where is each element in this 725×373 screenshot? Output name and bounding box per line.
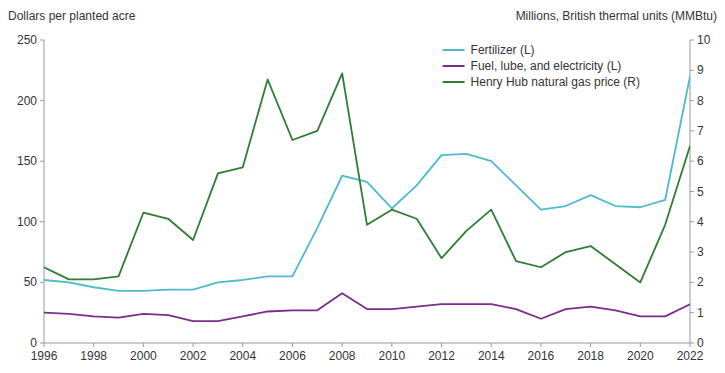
chart-container: 1996199820002002200420062008201020122014… [0,0,725,373]
y2-tick-label: 4 [697,215,704,229]
y2-tick [690,343,694,344]
x-tick [342,343,343,347]
x-tick [292,343,293,347]
x-tick-label: 2016 [528,349,555,363]
x-tick-label: 1998 [80,349,107,363]
legend-swatch [443,81,465,83]
chart: 1996199820002002200420062008201020122014… [0,0,725,373]
x-tick [441,343,442,347]
y2-tick [690,252,694,253]
x-tick [44,343,45,347]
y2-tick [690,312,694,313]
legend-label: Fertilizer (L) [471,43,535,57]
y2-tick-label: 6 [697,154,704,168]
x-tick [93,343,94,347]
legend-swatch [443,49,465,51]
y-tick-label: 250 [17,33,37,47]
x-tick-label: 2000 [130,349,157,363]
y-tick [40,161,44,162]
legend-label: Henry Hub natural gas price (R) [471,75,640,89]
x-tick [690,343,691,347]
y-tick-label: 150 [17,154,37,168]
y2-tick-label: 9 [697,63,704,77]
x-tick-label: 2004 [229,349,256,363]
series-line [44,73,690,282]
x-tick-label: 2010 [378,349,405,363]
y2-tick [690,70,694,71]
x-tick-label: 2002 [180,349,207,363]
y2-tick [690,282,694,283]
x-tick-label: 2018 [577,349,604,363]
x-tick [640,343,641,347]
x-tick [242,343,243,347]
y2-tick-label: 8 [697,94,704,108]
x-tick-label: 2012 [428,349,455,363]
y2-tick-label: 7 [697,124,704,138]
x-tick [540,343,541,347]
y2-tick [690,40,694,41]
x-axis-line [44,343,690,344]
legend: Fertilizer (L) Fuel, lube, and electricit… [443,43,640,89]
y2-tick-label: 10 [697,33,711,47]
x-tick [391,343,392,347]
y-tick-label: 200 [17,94,37,108]
y-axis-label: Dollars per planted acre [8,9,136,23]
x-tick [143,343,144,347]
y-tick-label: 50 [24,275,38,289]
y2-axis-label: Millions, British thermal units (MMBtu) [516,9,717,23]
x-tick-label: 2008 [329,349,356,363]
series-line [44,293,690,321]
y2-tick-label: 2 [697,275,704,289]
y-tick [40,100,44,101]
y2-tick-label: 3 [697,245,704,259]
y2-tick [690,191,694,192]
y2-tick [690,161,694,162]
y-tick-label: 0 [30,336,37,350]
y-tick [40,40,44,41]
y2-tick-label: 5 [697,185,704,199]
y2-tick [690,100,694,101]
x-tick-label: 2014 [478,349,505,363]
y2-tick [690,221,694,222]
x-tick-label: 2020 [627,349,654,363]
x-tick [193,343,194,347]
y2-tick-label: 1 [697,306,704,320]
y-axis-line [44,40,45,343]
x-tick-label: 1996 [31,349,58,363]
series-line [44,76,690,291]
legend-swatch [443,65,465,67]
legend-label: Fuel, lube, and electricity (L) [471,59,622,73]
y-tick [40,221,44,222]
y2-tick-label: 0 [697,336,704,350]
y2-tick [690,130,694,131]
y-tick-label: 100 [17,215,37,229]
axes: 1996199820002002200420062008201020122014… [17,33,711,363]
y-tick [40,282,44,283]
x-tick [491,343,492,347]
x-tick-label: 2006 [279,349,306,363]
y-tick [40,343,44,344]
x-tick [590,343,591,347]
series-lines [44,73,690,321]
x-tick-label: 2022 [677,349,704,363]
